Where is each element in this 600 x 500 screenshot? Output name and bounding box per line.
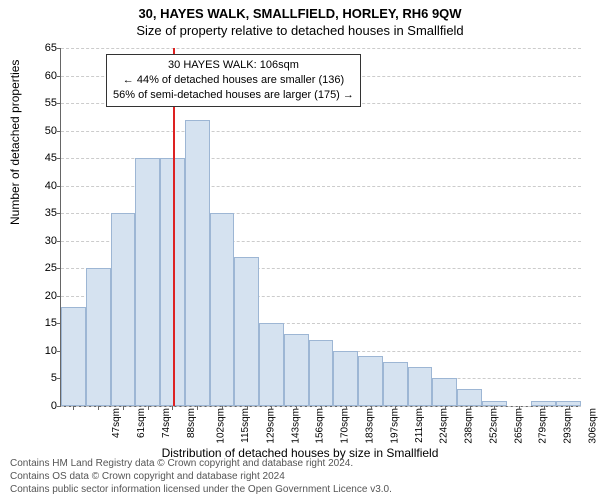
x-tick-label: 47sqm <box>107 408 122 438</box>
y-tick-label: 40 <box>45 180 61 192</box>
gridline <box>61 48 581 49</box>
x-tick <box>371 406 372 410</box>
hist-bar <box>358 356 383 406</box>
footer-line3: Contains public sector information licen… <box>10 483 392 496</box>
y-tick-label: 35 <box>45 207 61 219</box>
x-tick <box>321 406 322 410</box>
y-tick-label: 25 <box>45 262 61 274</box>
x-tick <box>544 406 545 410</box>
hist-bar <box>185 120 210 406</box>
hist-bar <box>86 268 111 406</box>
x-tick <box>73 406 74 410</box>
hist-bar <box>333 351 358 406</box>
hist-bar <box>457 389 482 406</box>
x-tick-label: 211sqm <box>409 408 424 443</box>
x-tick-label: 252sqm <box>484 408 499 444</box>
x-tick-label: 306sqm <box>583 408 598 444</box>
hist-bar <box>135 158 160 406</box>
title-sub: Size of property relative to detached ho… <box>0 21 600 38</box>
hist-bar <box>383 362 408 406</box>
y-tick-label: 0 <box>51 400 61 412</box>
x-tick-label: 129sqm <box>262 408 277 444</box>
footer-line1: Contains HM Land Registry data © Crown c… <box>10 457 392 470</box>
hist-bar <box>210 213 235 406</box>
x-tick <box>247 406 248 410</box>
x-tick <box>445 406 446 410</box>
x-tick-label: 102sqm <box>212 408 227 444</box>
x-tick <box>123 406 124 410</box>
y-tick-label: 60 <box>45 70 61 82</box>
y-tick-label: 65 <box>45 42 61 54</box>
x-tick-label: 279sqm <box>534 408 549 444</box>
annot-line3: 56% of semi-detached houses are larger (… <box>113 88 354 103</box>
y-tick-label: 55 <box>45 97 61 109</box>
x-tick <box>98 406 99 410</box>
gridline <box>61 131 581 132</box>
y-tick-label: 10 <box>45 345 61 357</box>
x-tick-label: 170sqm <box>336 408 351 444</box>
x-tick <box>569 406 570 410</box>
footer-credits: Contains HM Land Registry data © Crown c… <box>10 457 392 496</box>
x-tick <box>296 406 297 410</box>
x-tick <box>172 406 173 410</box>
x-tick-label: 265sqm <box>509 408 524 444</box>
x-tick <box>470 406 471 410</box>
x-tick <box>494 406 495 410</box>
hist-bar <box>408 367 433 406</box>
x-tick-label: 115sqm <box>236 408 251 443</box>
x-tick <box>148 406 149 410</box>
hist-bar <box>61 307 86 406</box>
hist-bar <box>432 378 457 406</box>
x-tick-label: 156sqm <box>311 408 326 444</box>
x-tick-label: 293sqm <box>559 408 574 444</box>
x-tick <box>271 406 272 410</box>
y-tick-label: 5 <box>51 372 61 384</box>
hist-bar <box>111 213 136 406</box>
x-tick-label: 183sqm <box>361 408 376 444</box>
x-tick-label: 143sqm <box>286 408 301 444</box>
x-tick-label: 88sqm <box>182 408 197 438</box>
y-tick-label: 45 <box>45 152 61 164</box>
x-tick-label: 61sqm <box>132 408 147 438</box>
plot-area: 0510152025303540455055606547sqm61sqm74sq… <box>60 48 581 407</box>
annot-line2: ← 44% of detached houses are smaller (13… <box>113 73 354 88</box>
x-tick <box>420 406 421 410</box>
hist-bar <box>234 257 259 406</box>
y-axis-label: Number of detached properties <box>8 60 22 225</box>
x-tick-label: 238sqm <box>460 408 475 444</box>
y-tick-label: 20 <box>45 290 61 302</box>
x-tick <box>519 406 520 410</box>
x-tick <box>197 406 198 410</box>
x-tick-label: 74sqm <box>157 408 172 438</box>
x-tick-label: 197sqm <box>385 408 400 444</box>
footer-line2: Contains OS data © Crown copyright and d… <box>10 470 392 483</box>
hist-bar <box>259 323 284 406</box>
x-tick-label: 224sqm <box>435 408 450 444</box>
hist-bar <box>309 340 334 406</box>
hist-bar <box>284 334 309 406</box>
annotation-box: 30 HAYES WALK: 106sqm ← 44% of detached … <box>106 54 361 107</box>
x-tick <box>222 406 223 410</box>
x-tick <box>346 406 347 410</box>
x-tick <box>395 406 396 410</box>
chart-container: 30, HAYES WALK, SMALLFIELD, HORLEY, RH6 … <box>0 0 600 500</box>
annot-line1: 30 HAYES WALK: 106sqm <box>113 58 354 73</box>
y-tick-label: 30 <box>45 235 61 247</box>
y-tick-label: 50 <box>45 125 61 137</box>
y-tick-label: 15 <box>45 317 61 329</box>
title-main: 30, HAYES WALK, SMALLFIELD, HORLEY, RH6 … <box>0 0 600 21</box>
